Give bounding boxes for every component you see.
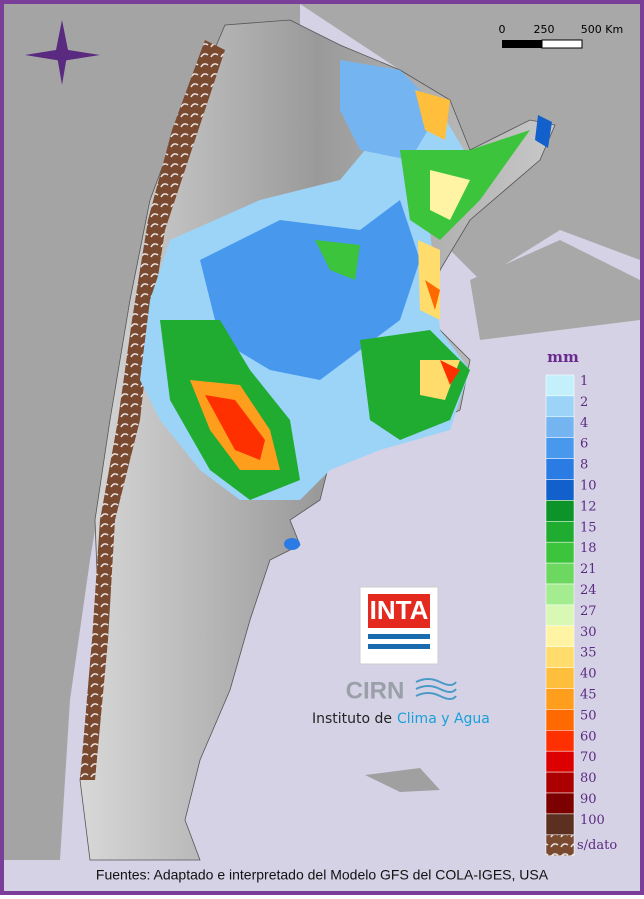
legend-swatch <box>545 500 575 522</box>
legend-label: 45 <box>580 687 597 702</box>
legend-swatch <box>545 709 575 731</box>
legend-swatch <box>545 416 575 438</box>
precipitation-field <box>140 60 552 550</box>
legend-label: 4 <box>580 416 588 431</box>
legend-label: 2 <box>580 395 588 410</box>
legend-label: 80 <box>580 771 597 786</box>
malvinas <box>365 768 440 792</box>
legend-label: 15 <box>580 520 597 535</box>
legend-label: 50 <box>580 708 597 723</box>
legend-swatch <box>545 562 575 585</box>
legend-swatch <box>545 750 575 773</box>
institute-prefix: Instituto de <box>312 711 392 727</box>
legend-swatch <box>545 437 575 459</box>
inta-text: INTA <box>370 595 429 625</box>
legend-swatch <box>545 813 575 836</box>
legend-swatch <box>545 583 575 606</box>
legend-swatch <box>545 395 575 418</box>
scale-label: 500 Km <box>581 23 623 36</box>
legend-swatch <box>545 792 575 815</box>
legend-label: 60 <box>580 729 597 744</box>
institute-name: Clima y Agua <box>397 711 490 727</box>
legend-swatch <box>545 625 575 647</box>
legend-swatch <box>545 604 575 627</box>
scale-bar <box>502 39 583 49</box>
chile <box>4 4 300 860</box>
legend-swatch <box>545 730 575 752</box>
legend-swatch <box>545 521 575 543</box>
legend-label: 27 <box>580 604 597 619</box>
scale-label: 0 <box>499 23 506 36</box>
legend-label: 10 <box>580 478 597 493</box>
legend-label: 6 <box>580 437 588 452</box>
no-data-area <box>80 40 225 780</box>
legend: 1246810121518212427303540455060708090100… <box>545 374 617 856</box>
cirn-waves <box>415 678 457 700</box>
compass-rose <box>25 20 100 85</box>
scale-label: 250 <box>534 23 555 36</box>
legend-label: 8 <box>580 458 588 473</box>
legend-title: mm <box>547 348 579 366</box>
legend-label: 35 <box>580 646 597 661</box>
legend-label: 12 <box>580 499 597 514</box>
legend-swatch <box>545 646 575 668</box>
legend-label: 24 <box>580 583 597 598</box>
legend-label: s/dato <box>577 838 617 853</box>
footer: Fuentes: Adaptado e interpretado del Mod… <box>96 867 549 883</box>
legend-label: 21 <box>580 562 597 577</box>
legend-label: 30 <box>580 625 597 640</box>
legend-swatch <box>545 688 575 710</box>
legend-swatch <box>545 667 575 689</box>
legend-label: 100 <box>580 813 605 828</box>
legend-swatch <box>545 479 575 501</box>
neighbours-north <box>300 4 640 280</box>
legend-label: 90 <box>580 792 597 807</box>
legend-label: 1 <box>580 374 588 389</box>
legend-swatch <box>545 771 575 794</box>
uruguay <box>470 240 640 340</box>
cirn-text: CIRN <box>346 677 405 704</box>
legend-swatch <box>545 541 575 564</box>
inta-logo <box>359 586 439 665</box>
legend-swatch <box>545 374 575 397</box>
legend-label: 18 <box>580 541 597 556</box>
legend-swatch <box>545 834 575 856</box>
legend-swatch <box>545 458 575 480</box>
legend-label: 40 <box>580 667 597 682</box>
legend-label: 70 <box>580 750 597 765</box>
